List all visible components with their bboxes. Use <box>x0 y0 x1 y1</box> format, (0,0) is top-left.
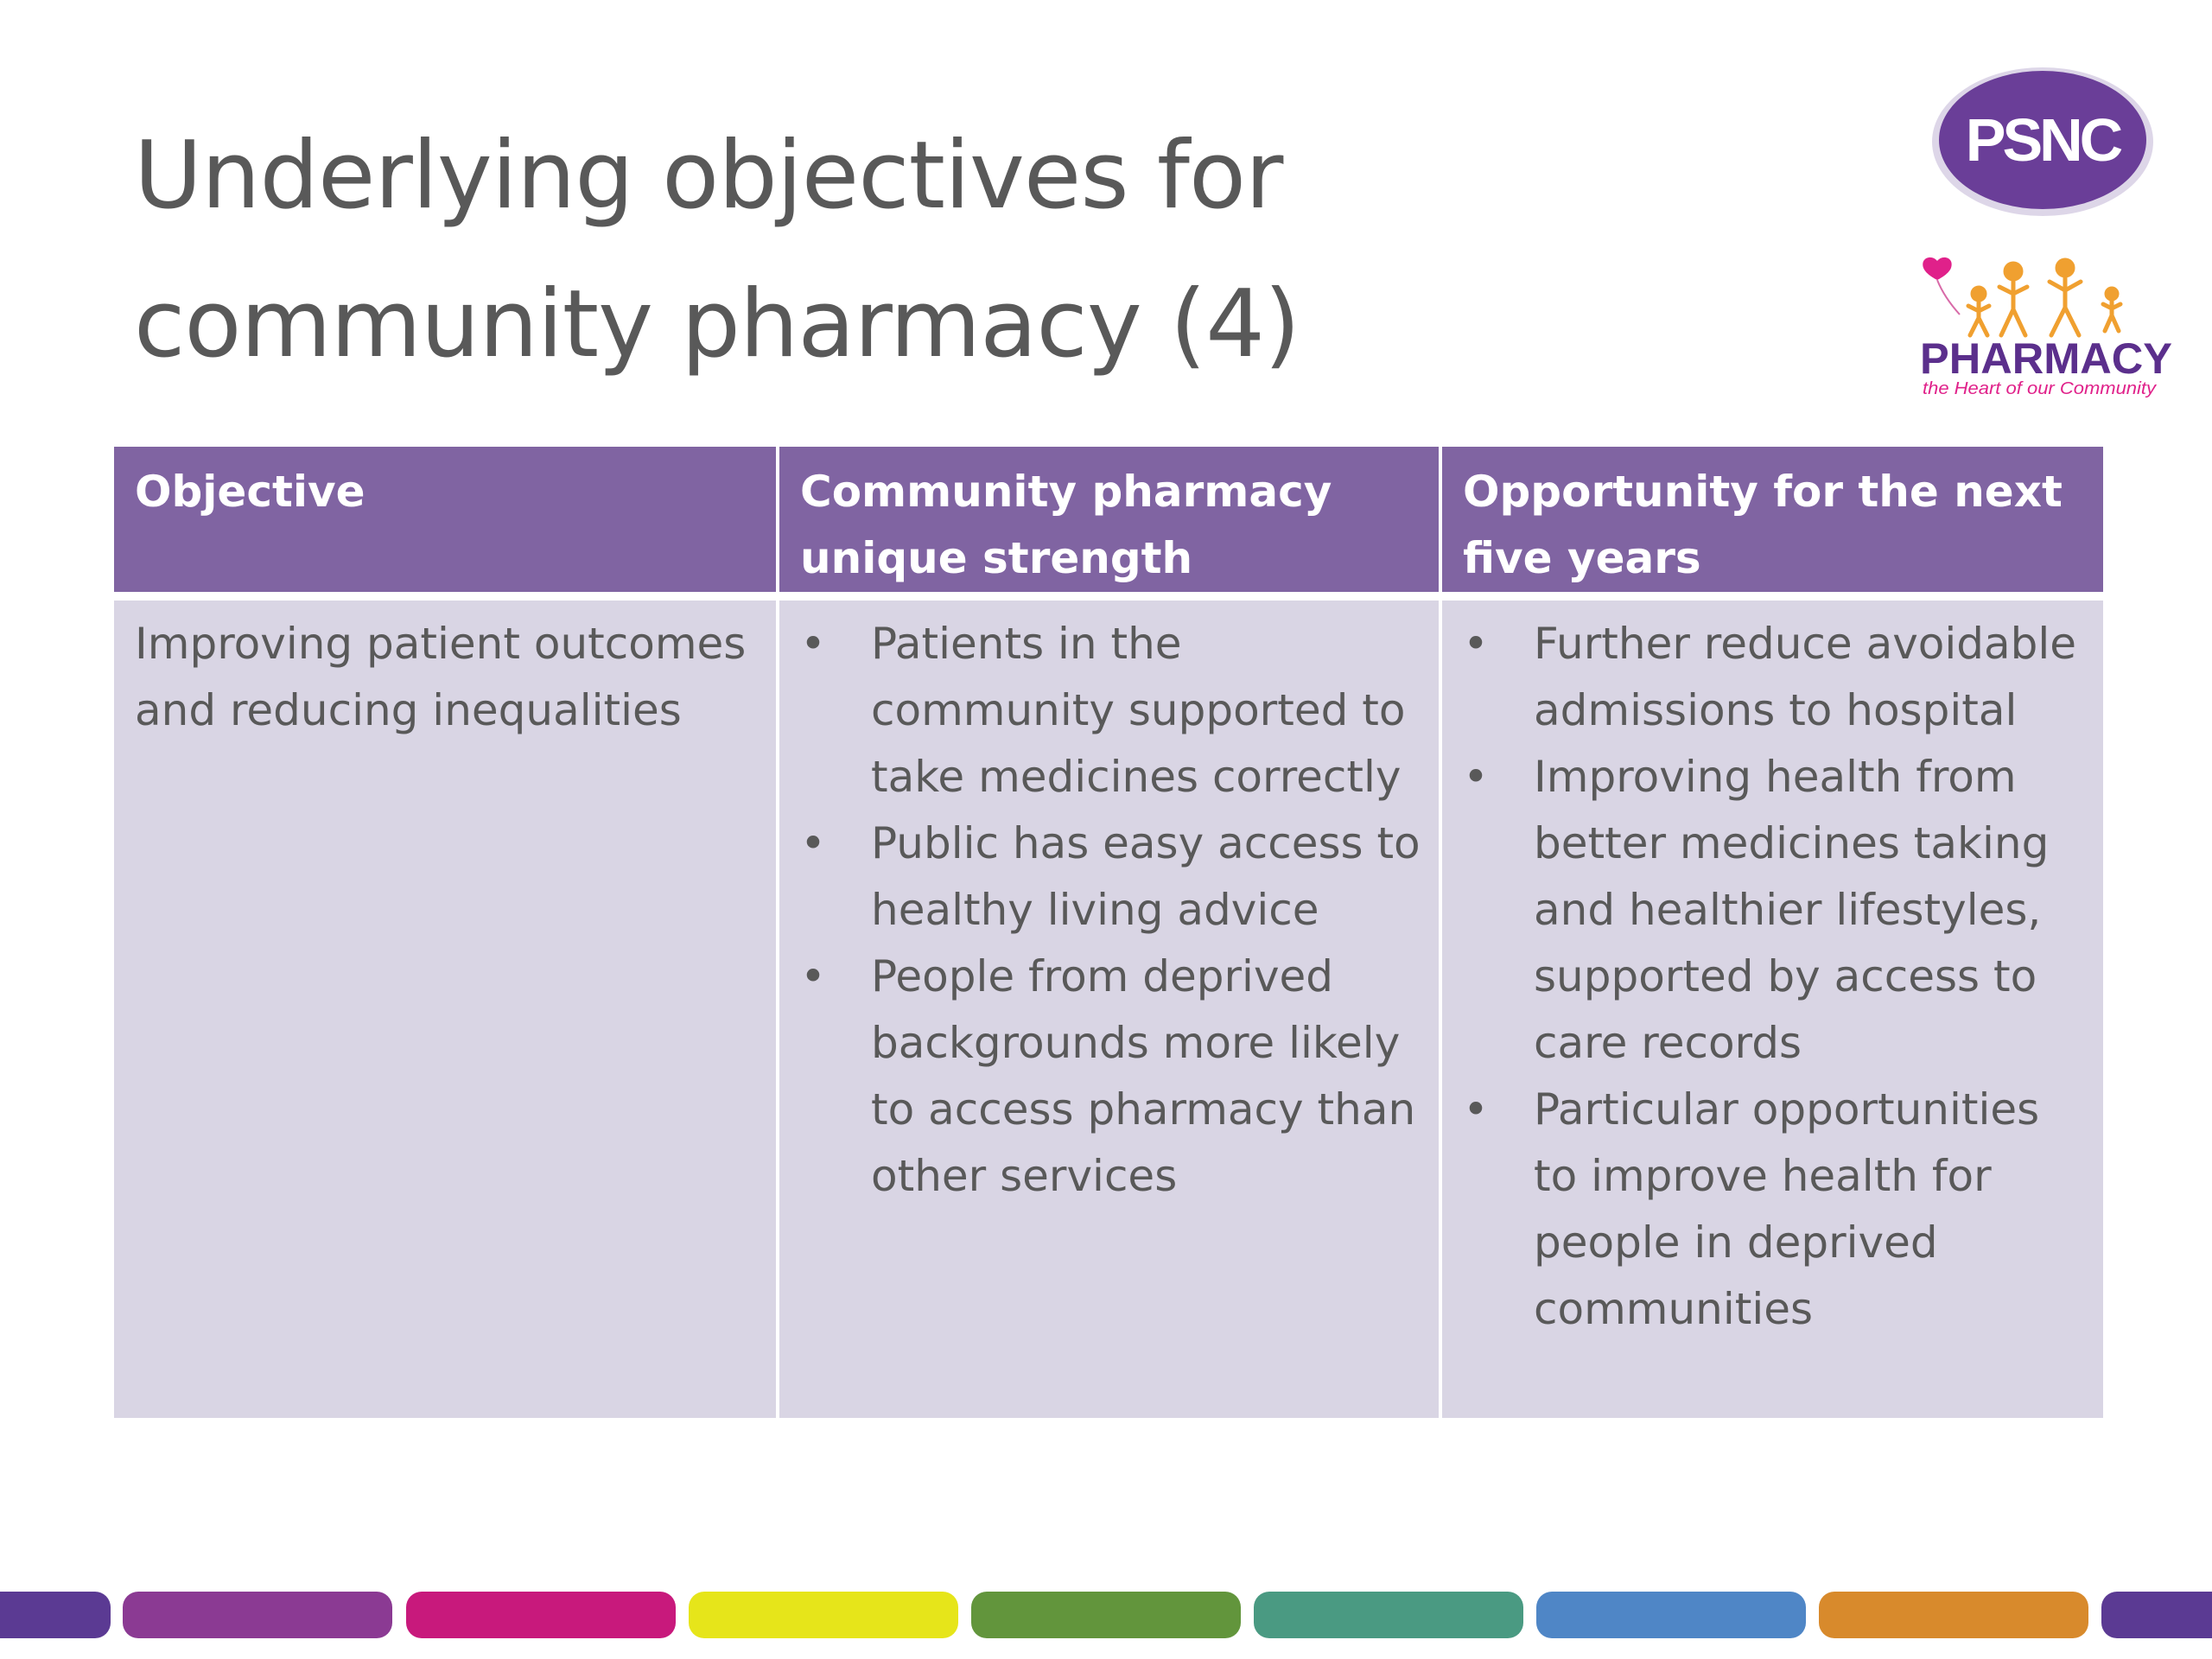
bullet-marker: • <box>1463 752 1489 802</box>
opportunity-text: Further reduce avoidable admissions to h… <box>1534 619 2077 735</box>
list-item: • Patients in the community supported to … <box>800 611 1421 810</box>
psnc-logo-text: PSNC <box>1966 106 2122 174</box>
footer-stripe <box>971 1592 1241 1638</box>
pharmacy-logo-text: PHARMACY <box>1920 334 2172 383</box>
bullet-marker: • <box>1463 619 1489 669</box>
table-row: Improving patient outcomes and reducing … <box>114 596 2103 1418</box>
objective-text: Improving patient outcomes and reducing … <box>135 619 747 735</box>
cell-opportunities: • Further reduce avoidable admissions to … <box>1440 596 2103 1418</box>
footer-stripe <box>123 1592 392 1638</box>
footer-stripe <box>689 1592 958 1638</box>
opportunities-list: • Further reduce avoidable admissions to … <box>1463 611 2086 1343</box>
objectives-table: Objective Community pharmacy unique stre… <box>114 447 2103 1418</box>
header-opportunity: Opportunity for the next five years <box>1440 447 2103 601</box>
slide-title-line2: community pharmacy (4) <box>134 270 1300 378</box>
footer-stripe <box>1536 1592 1806 1638</box>
footer-stripe <box>1254 1592 1523 1638</box>
strength-text: Public has easy access to healthy living… <box>871 818 1421 935</box>
psnc-logo-icon: PSNC <box>1932 67 2153 216</box>
footer-stripe <box>0 1592 111 1638</box>
list-item: • Particular opportunities to improve hea… <box>1463 1077 2086 1343</box>
list-item: • People from deprived backgrounds more l… <box>800 944 1421 1210</box>
strengths-list: • Patients in the community supported to … <box>800 611 1421 1210</box>
table-header-row: Objective Community pharmacy unique stre… <box>114 447 2103 601</box>
pharmacy-logo-tagline: the Heart of our Community <box>1923 379 2157 398</box>
list-item: • Improving health from better medicines … <box>1463 744 2086 1077</box>
footer-stripe <box>406 1592 676 1638</box>
pharmacy-people-logo-icon: PHARMACY the Heart of our Community <box>1920 257 2172 398</box>
bullet-marker: • <box>800 818 826 868</box>
strength-text: People from deprived backgrounds more li… <box>871 951 1416 1201</box>
people-figures-icon <box>1966 257 2123 338</box>
cell-strengths: • Patients in the community supported to … <box>778 596 1442 1418</box>
header-strength: Community pharmacy unique strength <box>778 447 1442 601</box>
color-stripe-footer <box>0 1592 2212 1638</box>
bullet-marker: • <box>800 619 826 669</box>
objectives-table-container: Objective Community pharmacy unique stre… <box>114 447 2103 1418</box>
bullet-marker: • <box>1463 1084 1489 1135</box>
heart-icon <box>1923 257 1952 280</box>
footer-stripe <box>1819 1592 2088 1638</box>
list-item: • Public has easy access to healthy livin… <box>800 810 1421 944</box>
strength-text: Patients in the community supported to t… <box>871 619 1406 802</box>
slide-title: Underlying objectives for community phar… <box>134 102 1482 399</box>
footer-stripe <box>2101 1592 2212 1638</box>
opportunity-text: Particular opportunities to improve heal… <box>1534 1084 2040 1334</box>
opportunity-text: Improving health from better medicines t… <box>1534 752 2050 1068</box>
bullet-marker: • <box>800 951 826 1001</box>
slide-title-line1: Underlying objectives for <box>134 122 1283 230</box>
header-objective: Objective <box>114 447 779 601</box>
list-item: • Further reduce avoidable admissions to … <box>1463 611 2086 744</box>
cell-objective: Improving patient outcomes and reducing … <box>114 596 779 1418</box>
